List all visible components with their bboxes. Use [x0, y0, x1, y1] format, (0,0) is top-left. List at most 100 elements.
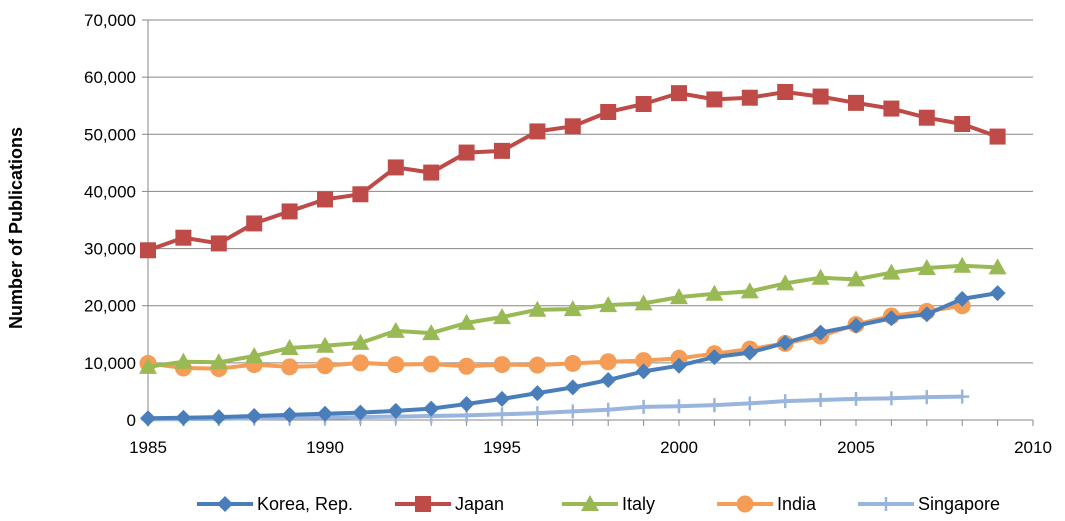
data-point-india	[564, 354, 582, 372]
legend-item-italy: Italy	[562, 494, 655, 514]
data-point-india	[635, 352, 653, 370]
data-point-korea-rep	[883, 310, 900, 327]
data-point-italy	[351, 333, 370, 350]
data-point-korea-rep	[175, 409, 192, 426]
data-point-korea-rep	[635, 363, 652, 380]
legend-marker	[736, 495, 754, 513]
data-point-italy	[776, 274, 795, 291]
data-point-italy	[316, 336, 334, 353]
data-point-italy	[917, 259, 936, 275]
data-point-korea-rep	[529, 385, 546, 402]
data-point-japan	[140, 242, 156, 259]
data-point-japan	[812, 88, 829, 105]
y-axis-ticks: 0 10,000 20,000 30,000 40,000 50,000 60,000 70,…	[84, 11, 148, 430]
data-point-india	[316, 357, 334, 375]
x-tick-label: 2005	[837, 438, 875, 457]
data-point-italy	[493, 308, 511, 325]
data-point-korea-rep	[989, 285, 1006, 302]
data-point-singapore	[601, 402, 616, 417]
data-point-japan	[317, 191, 333, 208]
data-point-japan	[529, 123, 546, 140]
data-point-korea-rep	[317, 405, 333, 422]
data-point-italy	[245, 347, 264, 363]
x-tick-label: 2000	[660, 438, 698, 457]
data-point-japan	[954, 116, 971, 132]
data-point-singapore	[742, 396, 757, 411]
data-point-italy	[811, 268, 830, 285]
y-tick-label: 10,000	[84, 354, 136, 373]
data-point-japan	[175, 229, 192, 246]
data-point-japan	[600, 104, 617, 120]
y-axis-label: Number of Publications	[6, 127, 26, 329]
legend-marker	[217, 496, 233, 512]
legend-item-korea-rep: Korea, Rep.	[197, 494, 353, 514]
data-point-korea-rep	[600, 372, 617, 388]
data-point-italy	[634, 294, 653, 311]
legend: Korea, Rep. Japan Italy India Singapore	[197, 494, 1000, 514]
data-point-korea-rep	[246, 408, 263, 424]
data-point-italy	[988, 258, 1007, 275]
data-point-japan	[918, 109, 935, 126]
y-tick-label: 30,000	[84, 240, 136, 259]
data-point-singapore	[849, 391, 863, 406]
series-singapore	[141, 389, 970, 427]
data-point-japan	[246, 215, 263, 232]
data-point-japan	[423, 164, 440, 181]
legend-label: Italy	[622, 494, 655, 514]
legend-label: Japan	[455, 494, 504, 514]
legend-marker	[415, 496, 431, 512]
legend-label: Singapore	[918, 494, 1000, 514]
data-point-japan	[989, 128, 1006, 145]
data-point-japan	[883, 100, 900, 117]
axes	[147, 20, 1033, 421]
y-tick-label: 60,000	[84, 68, 136, 87]
data-point-korea-rep	[494, 390, 510, 407]
data-point-singapore	[495, 407, 509, 422]
data-point-italy	[139, 357, 157, 374]
y-tick-label: 50,000	[84, 125, 136, 144]
legend-item-japan: Japan	[395, 494, 504, 514]
data-point-italy	[882, 263, 901, 280]
data-point-india	[281, 358, 299, 376]
data-point-italy	[847, 270, 865, 287]
data-point-singapore	[813, 393, 828, 407]
data-point-italy	[174, 352, 193, 369]
data-point-japan	[671, 85, 687, 102]
data-point-japan	[777, 84, 794, 100]
y-tick-label: 40,000	[84, 182, 136, 201]
legend-label: India	[777, 494, 817, 514]
gridlines	[148, 19, 1033, 364]
series-line-india	[147, 303, 963, 371]
data-point-korea-rep	[848, 317, 864, 334]
data-point-korea-rep	[210, 409, 227, 426]
data-point-india	[458, 357, 476, 375]
data-point-india	[351, 354, 369, 372]
y-tick-label: 20,000	[84, 297, 136, 316]
series-japan	[140, 84, 1006, 259]
data-point-japan	[494, 142, 510, 159]
data-point-korea-rep	[387, 402, 404, 419]
data-point-singapore	[884, 391, 899, 406]
data-point-singapore	[530, 406, 545, 421]
data-point-japan	[352, 186, 369, 203]
data-point-korea-rep	[706, 349, 723, 366]
series-line-japan	[147, 90, 999, 253]
data-point-italy	[599, 296, 618, 313]
data-point-japan	[281, 203, 298, 220]
data-point-japan	[848, 94, 864, 111]
data-point-singapore	[672, 399, 686, 414]
data-point-japan	[458, 144, 475, 161]
data-point-korea-rep	[352, 404, 369, 421]
data-point-italy	[209, 353, 228, 370]
legend-item-india: India	[717, 494, 817, 514]
data-point-singapore	[919, 390, 934, 405]
legend-marker	[879, 497, 893, 511]
data-point-korea-rep	[423, 400, 440, 417]
data-point-japan	[564, 118, 581, 135]
data-point-italy	[386, 321, 405, 338]
data-point-japan	[210, 235, 227, 252]
series-italy	[139, 256, 1007, 374]
x-tick-label: 2010	[1014, 438, 1052, 457]
series-layer	[139, 84, 1007, 427]
